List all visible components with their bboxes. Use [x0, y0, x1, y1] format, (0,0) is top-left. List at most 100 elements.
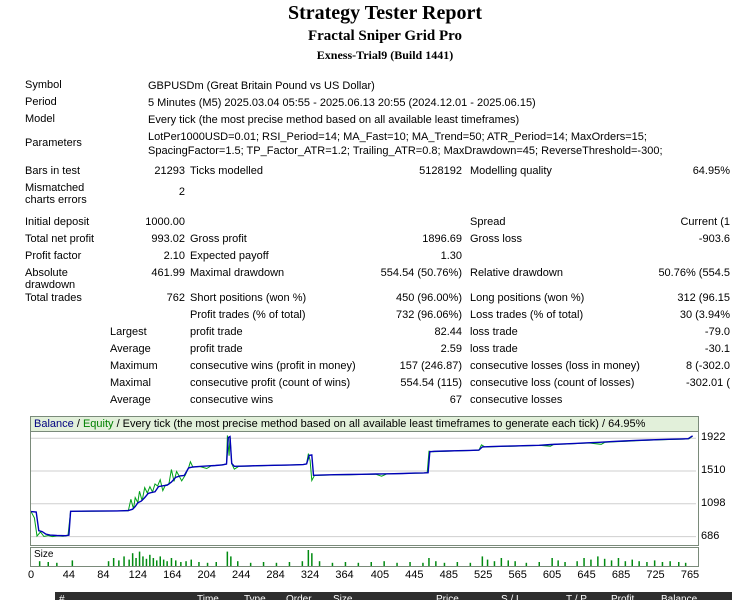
size-panel: Size	[30, 547, 699, 567]
trade-table-header: # Time Type Order Size Price S / L T / P…	[55, 592, 732, 600]
info-label: Parameters	[25, 137, 82, 149]
stat-right-label: consecutive losses (loss in money)	[470, 360, 640, 372]
chart-legend-bar: Balance / Equity / Every tick (the most …	[31, 417, 698, 432]
stat-right-label: Relative drawdown	[470, 267, 563, 279]
stat-right-value: 312 (96.15	[677, 292, 730, 304]
x-axis-tick: 725	[646, 569, 665, 581]
stat-right-value: 30 (3.94%	[679, 309, 730, 321]
stats-row: Largest profit trade 82.44 loss trade -7…	[0, 324, 732, 341]
legend-equity-label: Equity	[82, 418, 114, 430]
stats-row: Bars in test 21293 Ticks modelled 512819…	[0, 163, 732, 180]
x-axis-tick: 204	[197, 569, 216, 581]
y-axis-tick: 1510	[701, 464, 726, 476]
stat-value: 1000.00	[145, 216, 185, 228]
balance-equity-chart: Balance / Equity / Every tick (the most …	[30, 416, 699, 546]
stat-right-label: Spread	[470, 216, 506, 228]
stats-row: Maximal consecutive profit (count of win…	[0, 375, 732, 392]
stat-right-value: -79.0	[704, 326, 730, 338]
stat-sublabel: Maximal	[110, 377, 151, 389]
trade-col-tp: T / P	[566, 594, 587, 600]
x-axis-tick: 164	[163, 569, 182, 581]
trade-col-number: #	[59, 594, 65, 600]
stat-value: 21293	[154, 165, 185, 177]
stat-mid-label: Expected payoff	[190, 250, 269, 262]
trade-col-size: Size	[333, 594, 353, 600]
stat-mid-value: 554.54 (115)	[400, 377, 462, 389]
size-bars-plot	[38, 550, 687, 566]
stat-value: 2.10	[163, 250, 185, 262]
size-panel-label: Size	[34, 549, 54, 560]
stat-label: Bars in test	[25, 165, 81, 177]
stats-row: Average profit trade 2.59 loss trade -30…	[0, 341, 732, 358]
stats-row: Absolute drawdown 461.99 Maximal drawdow…	[0, 265, 732, 291]
stat-sublabel: Average	[110, 343, 151, 355]
x-axis-tick: 605	[542, 569, 562, 581]
x-axis-tick: 565	[508, 569, 527, 581]
info-label: Model	[25, 113, 55, 125]
summary-info-table: Symbol GBPUSDm (Great Britain Pound vs U…	[0, 77, 732, 162]
results-table: Bars in test 21293 Ticks modelled 512819…	[0, 163, 732, 409]
page-title: Strategy Tester Report	[287, 2, 483, 24]
stat-mid-label: consecutive wins	[190, 394, 274, 406]
stat-mid-value: 2.59	[440, 343, 462, 355]
info-value: Every tick (the most precise method base…	[148, 114, 520, 126]
stats-row: Mismatched charts errors 2	[0, 180, 732, 206]
stat-right-label: consecutive loss (count of losses)	[470, 377, 635, 389]
stats-row: Total net profit 993.02 Gross profit 189…	[0, 231, 732, 248]
trade-col-balance: Balance	[661, 594, 698, 600]
stat-label: Total trades	[25, 292, 82, 304]
stat-mid-value: 82.44	[434, 326, 462, 338]
x-axis-tick: 685	[611, 569, 631, 581]
y-axis-tick: 686	[701, 529, 720, 542]
trade-col-time: Time	[197, 594, 219, 600]
stats-row: Initial deposit 1000.00 Spread Current (…	[0, 214, 732, 231]
info-label: Symbol	[25, 79, 62, 91]
trade-col-sl: S / L	[501, 594, 522, 600]
stat-mid-label: profit trade	[190, 326, 243, 338]
stat-value: 993.02	[151, 233, 185, 245]
x-axis-tick: 244	[232, 569, 251, 581]
stat-mid-value: 732 (96.06%)	[395, 309, 462, 321]
x-axis-tick: 324	[300, 569, 320, 581]
stats-row: Profit trades (% of total) 732 (96.06%) …	[0, 307, 732, 324]
stat-mid-label: profit trade	[190, 343, 243, 355]
info-row-period: Period 5 Minutes (M5) 2025.03.04 05:55 -…	[0, 94, 732, 111]
x-axis-tick: 284	[266, 569, 285, 581]
x-axis-tick: 0	[27, 569, 35, 581]
stat-right-label: Loss trades (% of total)	[470, 309, 584, 321]
balance-curve-plot	[31, 432, 696, 545]
stat-label: Profit factor	[25, 250, 82, 262]
stat-mid-label: Gross profit	[190, 233, 247, 245]
info-row-symbol: Symbol GBPUSDm (Great Britain Pound vs U…	[0, 77, 732, 94]
x-axis-tick: 84	[97, 569, 110, 581]
stat-right-value: -302.01 (	[685, 377, 730, 389]
info-value: 5 Minutes (M5) 2025.03.04 05:55 - 2025.0…	[148, 97, 536, 109]
x-axis-tick: 645	[577, 569, 596, 581]
report-header: Strategy Tester Report Fractal Sniper Gr…	[0, 0, 732, 63]
stat-right-value: 8 (-302.0	[685, 360, 730, 372]
server-build: Exness-Trial9 (Build 1441)	[316, 48, 454, 62]
stats-row: Profit factor 2.10 Expected payoff 1.30	[0, 248, 732, 265]
stat-right-label: Modelling quality	[470, 165, 552, 177]
x-axis-tick: 405	[370, 569, 390, 581]
x-axis-tick: 364	[335, 569, 354, 581]
stat-mid-label: Ticks modelled	[190, 165, 263, 177]
stat-mid-value: 67	[449, 394, 462, 406]
stat-right-value: 50.76% (554.5	[658, 267, 730, 279]
stats-row: Total trades 762 Short positions (won %)…	[0, 290, 732, 307]
stat-value: 762	[166, 292, 185, 304]
trade-col-profit: Profit	[611, 594, 635, 600]
stat-right-label: loss trade	[470, 343, 518, 355]
stat-value: 461.99	[151, 267, 185, 279]
info-label: Period	[25, 96, 57, 108]
stat-mid-label: consecutive profit (count of wins)	[190, 377, 351, 389]
x-axis-tick: 485	[439, 569, 458, 581]
stat-right-value: -30.1	[704, 343, 730, 355]
stat-value: 2	[178, 186, 185, 198]
x-axis-tick: 44	[62, 569, 76, 581]
stat-mid-value: 157 (246.87)	[399, 360, 462, 372]
legend-separator: /	[73, 418, 83, 430]
x-axis-tick: 445	[405, 569, 424, 581]
stat-label: Absolute drawdown	[25, 267, 76, 291]
